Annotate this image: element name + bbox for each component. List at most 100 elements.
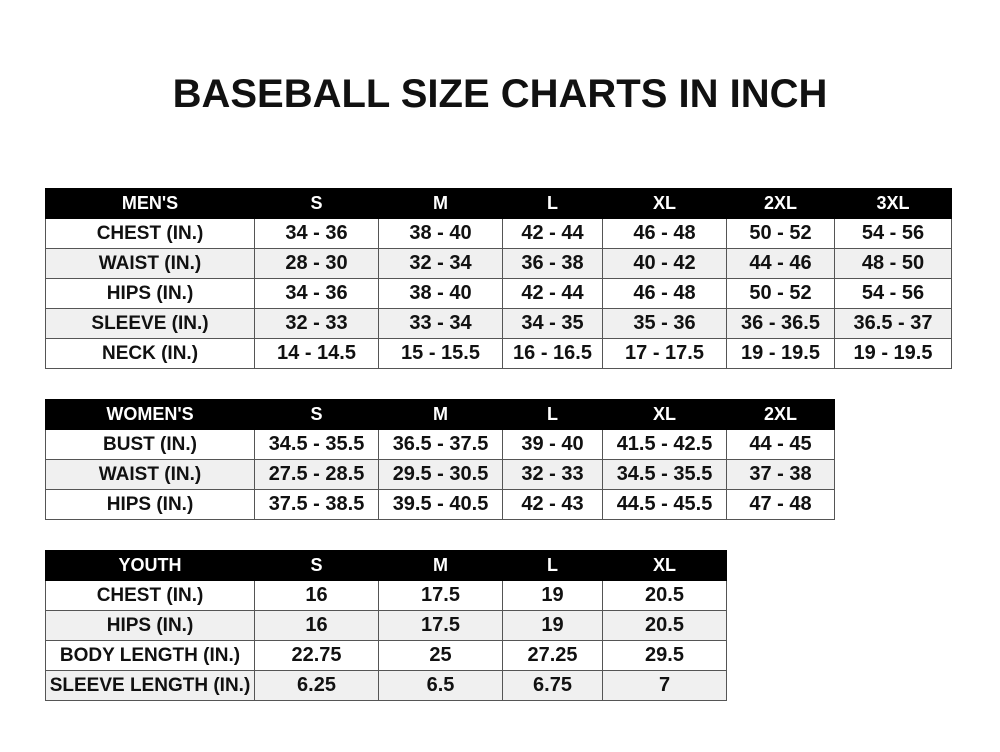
- size-value: 54 - 56: [834, 218, 952, 249]
- size-value: 6.25: [254, 670, 379, 701]
- size-value: 32 - 33: [254, 308, 379, 339]
- size-value: 7: [602, 670, 727, 701]
- table-row: SLEEVE (IN.) 32 - 33 33 - 34 34 - 35 35 - 36…: [45, 308, 952, 339]
- size-header: L: [502, 399, 603, 430]
- size-value: 15 - 15.5: [378, 338, 503, 369]
- size-header: M: [378, 188, 503, 219]
- size-value: 50 - 52: [726, 278, 835, 309]
- header-row: MEN'S S M L XL 2XL 3XL: [45, 188, 952, 219]
- size-value: 17.5: [378, 580, 503, 611]
- measurement-label: HIPS (IN.): [45, 610, 255, 641]
- size-value: 29.5 - 30.5: [378, 459, 503, 490]
- measurement-label: WAIST (IN.): [45, 459, 255, 490]
- table-row: WAIST (IN.) 28 - 30 32 - 34 36 - 38 40 - 42 4…: [45, 248, 952, 279]
- size-value: 27.25: [502, 640, 603, 671]
- size-value: 34.5 - 35.5: [254, 429, 379, 460]
- size-header: XL: [602, 188, 727, 219]
- size-value: 48 - 50: [834, 248, 952, 279]
- size-value: 54 - 56: [834, 278, 952, 309]
- page-title: BASEBALL SIZE CHARTS IN INCH: [172, 72, 828, 116]
- size-value: 34 - 36: [254, 278, 379, 309]
- measurement-label: HIPS (IN.): [45, 278, 255, 309]
- size-value: 36 - 36.5: [726, 308, 835, 339]
- table-row: WAIST (IN.) 27.5 - 28.5 29.5 - 30.5 32 - 33…: [45, 459, 835, 490]
- size-value: 42 - 44: [502, 218, 603, 249]
- size-value: 14 - 14.5: [254, 338, 379, 369]
- table-row: HIPS (IN.) 16 17.5 19 20.5: [45, 610, 727, 641]
- size-value: 38 - 40: [378, 218, 503, 249]
- size-value: 39 - 40: [502, 429, 603, 460]
- size-value: 42 - 44: [502, 278, 603, 309]
- size-value: 6.5: [378, 670, 503, 701]
- size-value: 22.75: [254, 640, 379, 671]
- size-value: 41.5 - 42.5: [602, 429, 727, 460]
- size-value: 28 - 30: [254, 248, 379, 279]
- size-value: 25: [378, 640, 503, 671]
- size-header: L: [502, 550, 603, 581]
- size-value: 44.5 - 45.5: [602, 489, 727, 520]
- size-value: 47 - 48: [726, 489, 835, 520]
- header-row: WOMEN'S S M L XL 2XL: [45, 399, 835, 430]
- size-value: 19 - 19.5: [834, 338, 952, 369]
- size-value: 50 - 52: [726, 218, 835, 249]
- size-value: 20.5: [602, 610, 727, 641]
- size-header: XL: [602, 399, 727, 430]
- size-value: 42 - 43: [502, 489, 603, 520]
- size-value: 32 - 34: [378, 248, 503, 279]
- measurement-label: WAIST (IN.): [45, 248, 255, 279]
- size-value: 19: [502, 580, 603, 611]
- size-header: 2XL: [726, 188, 835, 219]
- table-row: CHEST (IN.) 16 17.5 19 20.5: [45, 580, 727, 611]
- size-value: 33 - 34: [378, 308, 503, 339]
- measurement-label: NECK (IN.): [45, 338, 255, 369]
- youth-size-table: YOUTH S M L XL CHEST (IN.) 16 17.5 19 20.5 HIPS (I…: [45, 550, 727, 701]
- size-value: 19: [502, 610, 603, 641]
- measurement-label: CHEST (IN.): [45, 580, 255, 611]
- category-header: YOUTH: [45, 550, 255, 581]
- size-value: 34 - 36: [254, 218, 379, 249]
- size-value: 27.5 - 28.5: [254, 459, 379, 490]
- table-row: BODY LENGTH (IN.) 22.75 25 27.25 29.5: [45, 640, 727, 671]
- size-value: 44 - 45: [726, 429, 835, 460]
- measurement-label: SLEEVE LENGTH (IN.): [45, 670, 255, 701]
- size-header: M: [378, 399, 503, 430]
- category-header: WOMEN'S: [45, 399, 255, 430]
- size-value: 16 - 16.5: [502, 338, 603, 369]
- size-value: 36.5 - 37.5: [378, 429, 503, 460]
- size-value: 34.5 - 35.5: [602, 459, 727, 490]
- size-value: 37 - 38: [726, 459, 835, 490]
- size-value: 19 - 19.5: [726, 338, 835, 369]
- size-header: M: [378, 550, 503, 581]
- table-row: CHEST (IN.) 34 - 36 38 - 40 42 - 44 46 - 48 5…: [45, 218, 952, 249]
- size-value: 40 - 42: [602, 248, 727, 279]
- table-row: SLEEVE LENGTH (IN.) 6.25 6.5 6.75 7: [45, 670, 727, 701]
- size-value: 16: [254, 610, 379, 641]
- table-row: HIPS (IN.) 37.5 - 38.5 39.5 - 40.5 42 - 43 4…: [45, 489, 835, 520]
- size-value: 6.75: [502, 670, 603, 701]
- measurement-label: HIPS (IN.): [45, 489, 255, 520]
- size-value: 38 - 40: [378, 278, 503, 309]
- womens-size-table: WOMEN'S S M L XL 2XL BUST (IN.) 34.5 - 35.5 36.5…: [45, 399, 835, 520]
- table-row: BUST (IN.) 34.5 - 35.5 36.5 - 37.5 39 - 40 4…: [45, 429, 835, 460]
- size-header: S: [254, 188, 379, 219]
- size-value: 29.5: [602, 640, 727, 671]
- size-value: 34 - 35: [502, 308, 603, 339]
- measurement-label: BODY LENGTH (IN.): [45, 640, 255, 671]
- size-header: L: [502, 188, 603, 219]
- size-header: 2XL: [726, 399, 835, 430]
- table-row: HIPS (IN.) 34 - 36 38 - 40 42 - 44 46 - 48 50…: [45, 278, 952, 309]
- size-value: 35 - 36: [602, 308, 727, 339]
- size-header: S: [254, 550, 379, 581]
- size-value: 46 - 48: [602, 278, 727, 309]
- size-value: 37.5 - 38.5: [254, 489, 379, 520]
- size-header: 3XL: [834, 188, 952, 219]
- size-value: 16: [254, 580, 379, 611]
- size-value: 17 - 17.5: [602, 338, 727, 369]
- size-header: S: [254, 399, 379, 430]
- size-value: 20.5: [602, 580, 727, 611]
- size-value: 44 - 46: [726, 248, 835, 279]
- size-value: 17.5: [378, 610, 503, 641]
- measurement-label: SLEEVE (IN.): [45, 308, 255, 339]
- mens-size-table: MEN'S S M L XL 2XL 3XL CHEST (IN.) 34 - 36 38 - 4…: [45, 188, 952, 369]
- measurement-label: CHEST (IN.): [45, 218, 255, 249]
